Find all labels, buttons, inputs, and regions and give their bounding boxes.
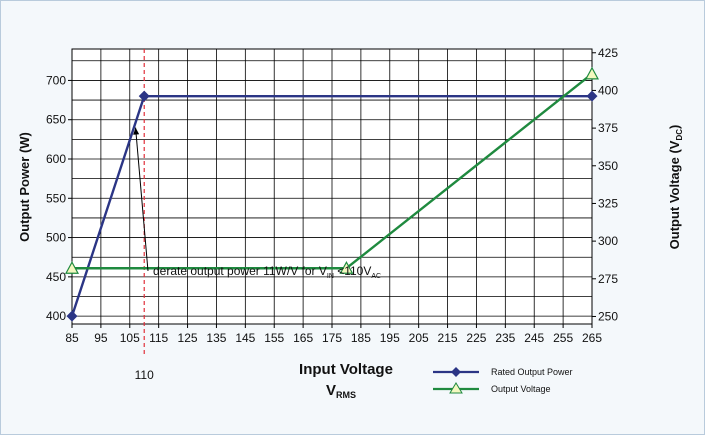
y-left-tick-label: 450 (46, 270, 66, 284)
x-axis-subtitle: VRMS (326, 382, 356, 400)
x-tick-label: 95 (94, 331, 108, 345)
legend-label: Output Voltage (491, 384, 551, 394)
x-tick-label: 255 (553, 331, 573, 345)
data-point-diamond (586, 90, 598, 102)
x-tick-label: 125 (178, 331, 198, 345)
x-axis-title: Input Voltage (299, 361, 393, 378)
x-tick-label: 185 (351, 331, 371, 345)
y-right-tick-label: 300 (598, 234, 618, 248)
y-left-axis-title: Output Power (W) (17, 132, 32, 242)
x-tick-label: 165 (293, 331, 313, 345)
legend: Rated Output Power Output Voltage (433, 367, 573, 394)
y-left-tick-label: 500 (46, 231, 66, 245)
x-tick-label: 115 (149, 331, 168, 345)
x-tick-label: 235 (495, 331, 515, 345)
y-left-tick-label: 650 (46, 113, 66, 127)
y-right-tick-label: 350 (598, 159, 618, 173)
data-point-triangle (339, 260, 354, 274)
x-tick-label: 195 (380, 331, 400, 345)
annotation-arrowhead (133, 127, 140, 135)
legend-item-rated-output-power: Rated Output Power (433, 367, 573, 377)
y-right-tick-label: 375 (598, 121, 618, 135)
data-point-triangle (584, 66, 600, 80)
derate-annotation: derate output power 11W/V for VIN <110VA… (133, 127, 381, 280)
x-tick-label: 155 (264, 331, 284, 345)
y-left-tick-label: 600 (46, 152, 66, 166)
x-tick-labels: 85 95 105 115 125 135 145 155 165 175 185 195 205 215… (65, 324, 602, 345)
series-lines (64, 66, 600, 322)
annotation-text: derate output power 11W/V for VIN <110VA… (153, 264, 381, 280)
y-left-tick-labels: 400 450 500 550 600 650 700 (46, 73, 72, 323)
x-tick-label: 205 (409, 331, 429, 345)
x-tick-label: 225 (466, 331, 486, 345)
data-point-diamond (138, 90, 150, 102)
y-right-tick-label: 400 (598, 83, 618, 97)
legend-item-output-voltage: Output Voltage (433, 382, 551, 394)
y-right-tick-label: 250 (598, 309, 618, 323)
data-point-triangle (64, 260, 80, 274)
y-left-tick-label: 400 (46, 309, 66, 323)
derate-marker-label: 110 (135, 368, 154, 382)
y-right-tick-label: 275 (598, 272, 618, 286)
legend-label: Rated Output Power (491, 367, 573, 377)
grid-lines (71, 49, 593, 324)
y-right-tick-labels: 250 275 300 325 350 375 400 425 (592, 46, 618, 323)
y-right-tick-label: 325 (598, 196, 618, 210)
x-tick-label: 215 (438, 331, 458, 345)
y-left-tick-label: 550 (46, 191, 66, 205)
legend-diamond-marker (451, 367, 461, 377)
legend-triangle-marker (449, 382, 463, 394)
x-tick-label: 175 (322, 331, 342, 345)
x-tick-label: 85 (65, 331, 79, 345)
x-tick-label: 265 (582, 331, 602, 345)
x-tick-label: 105 (120, 331, 140, 345)
x-tick-label: 135 (206, 331, 226, 345)
y-left-tick-label: 700 (46, 73, 66, 87)
x-tick-label: 245 (524, 331, 544, 345)
annotation-arrow (135, 127, 149, 272)
y-right-tick-label: 425 (598, 46, 618, 60)
y-right-axis-title: Output Voltage (VDC) (667, 125, 684, 250)
data-point-diamond (66, 310, 78, 322)
x-tick-label: 145 (235, 331, 255, 345)
